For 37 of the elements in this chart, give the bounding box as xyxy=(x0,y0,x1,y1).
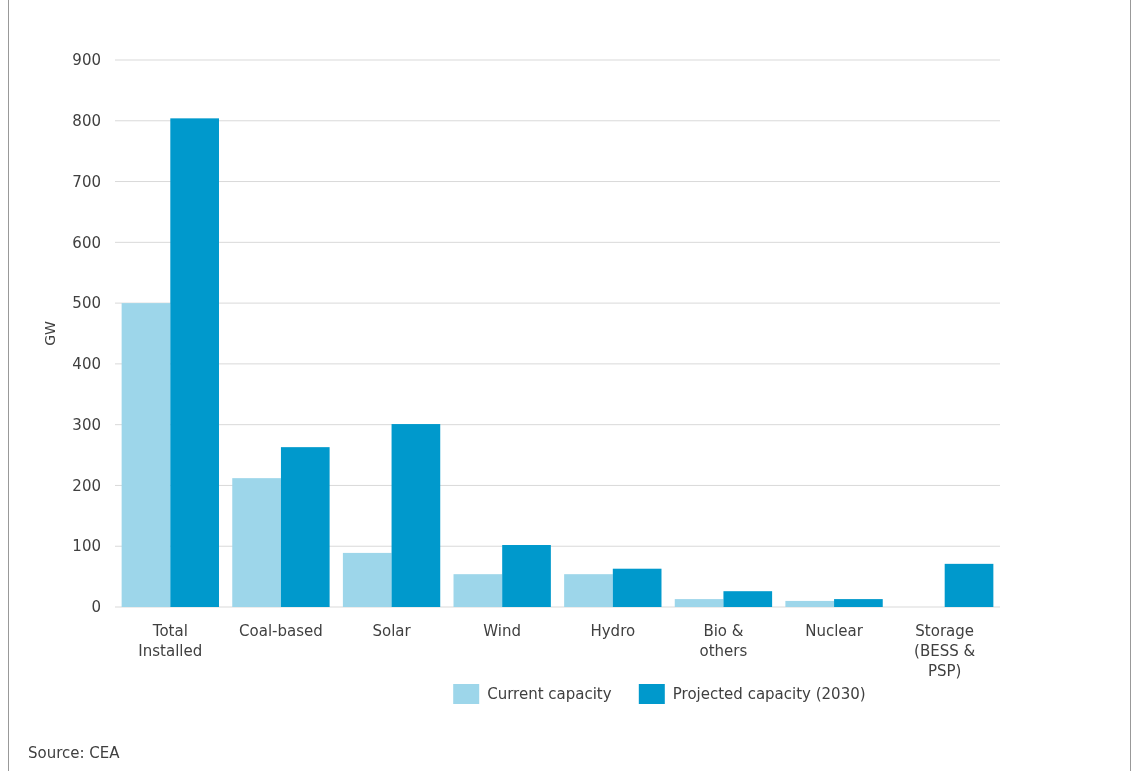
bar xyxy=(502,545,551,607)
x-tick-label: Bio & others xyxy=(699,622,748,660)
y-tick-label: 800 xyxy=(72,112,101,131)
y-axis-title: GW xyxy=(42,321,58,346)
bar xyxy=(674,599,724,607)
y-tick-label: 400 xyxy=(72,355,101,374)
y-tick-label: 900 xyxy=(72,51,101,70)
bar xyxy=(232,478,281,607)
y-tick-label: 200 xyxy=(72,476,101,495)
y-tick-label: 500 xyxy=(72,294,101,313)
x-tick-label: Nuclear xyxy=(805,622,864,640)
x-tick-label: Coal-based xyxy=(239,622,323,640)
y-tick-label: 100 xyxy=(72,537,101,556)
bar xyxy=(280,447,330,607)
legend-label: Projected capacity (2030) xyxy=(672,685,866,704)
bar xyxy=(453,574,503,607)
x-tick-label: Storage (BESS & PSP) xyxy=(914,622,976,680)
legend-label: Current capacity xyxy=(487,685,612,704)
bar xyxy=(121,303,171,607)
x-tick-label: Hydro xyxy=(590,622,636,640)
x-tick-label: Wind xyxy=(483,622,522,640)
bar xyxy=(342,552,392,607)
bar xyxy=(612,568,662,607)
source-note: Source: CEA xyxy=(28,744,121,762)
bar xyxy=(834,599,883,607)
bar xyxy=(785,600,835,607)
y-tick-label: 600 xyxy=(72,233,101,252)
y-tick-label: 700 xyxy=(72,172,101,191)
x-tick-label: Total Installed xyxy=(138,622,203,660)
bar xyxy=(564,574,613,607)
bar xyxy=(391,424,441,607)
bar xyxy=(944,563,994,607)
bar xyxy=(723,591,773,607)
x-tick-label: Solar xyxy=(372,622,412,640)
y-tick-label: 300 xyxy=(72,415,101,434)
bar xyxy=(170,118,219,607)
y-tick-label: 0 xyxy=(91,598,101,617)
